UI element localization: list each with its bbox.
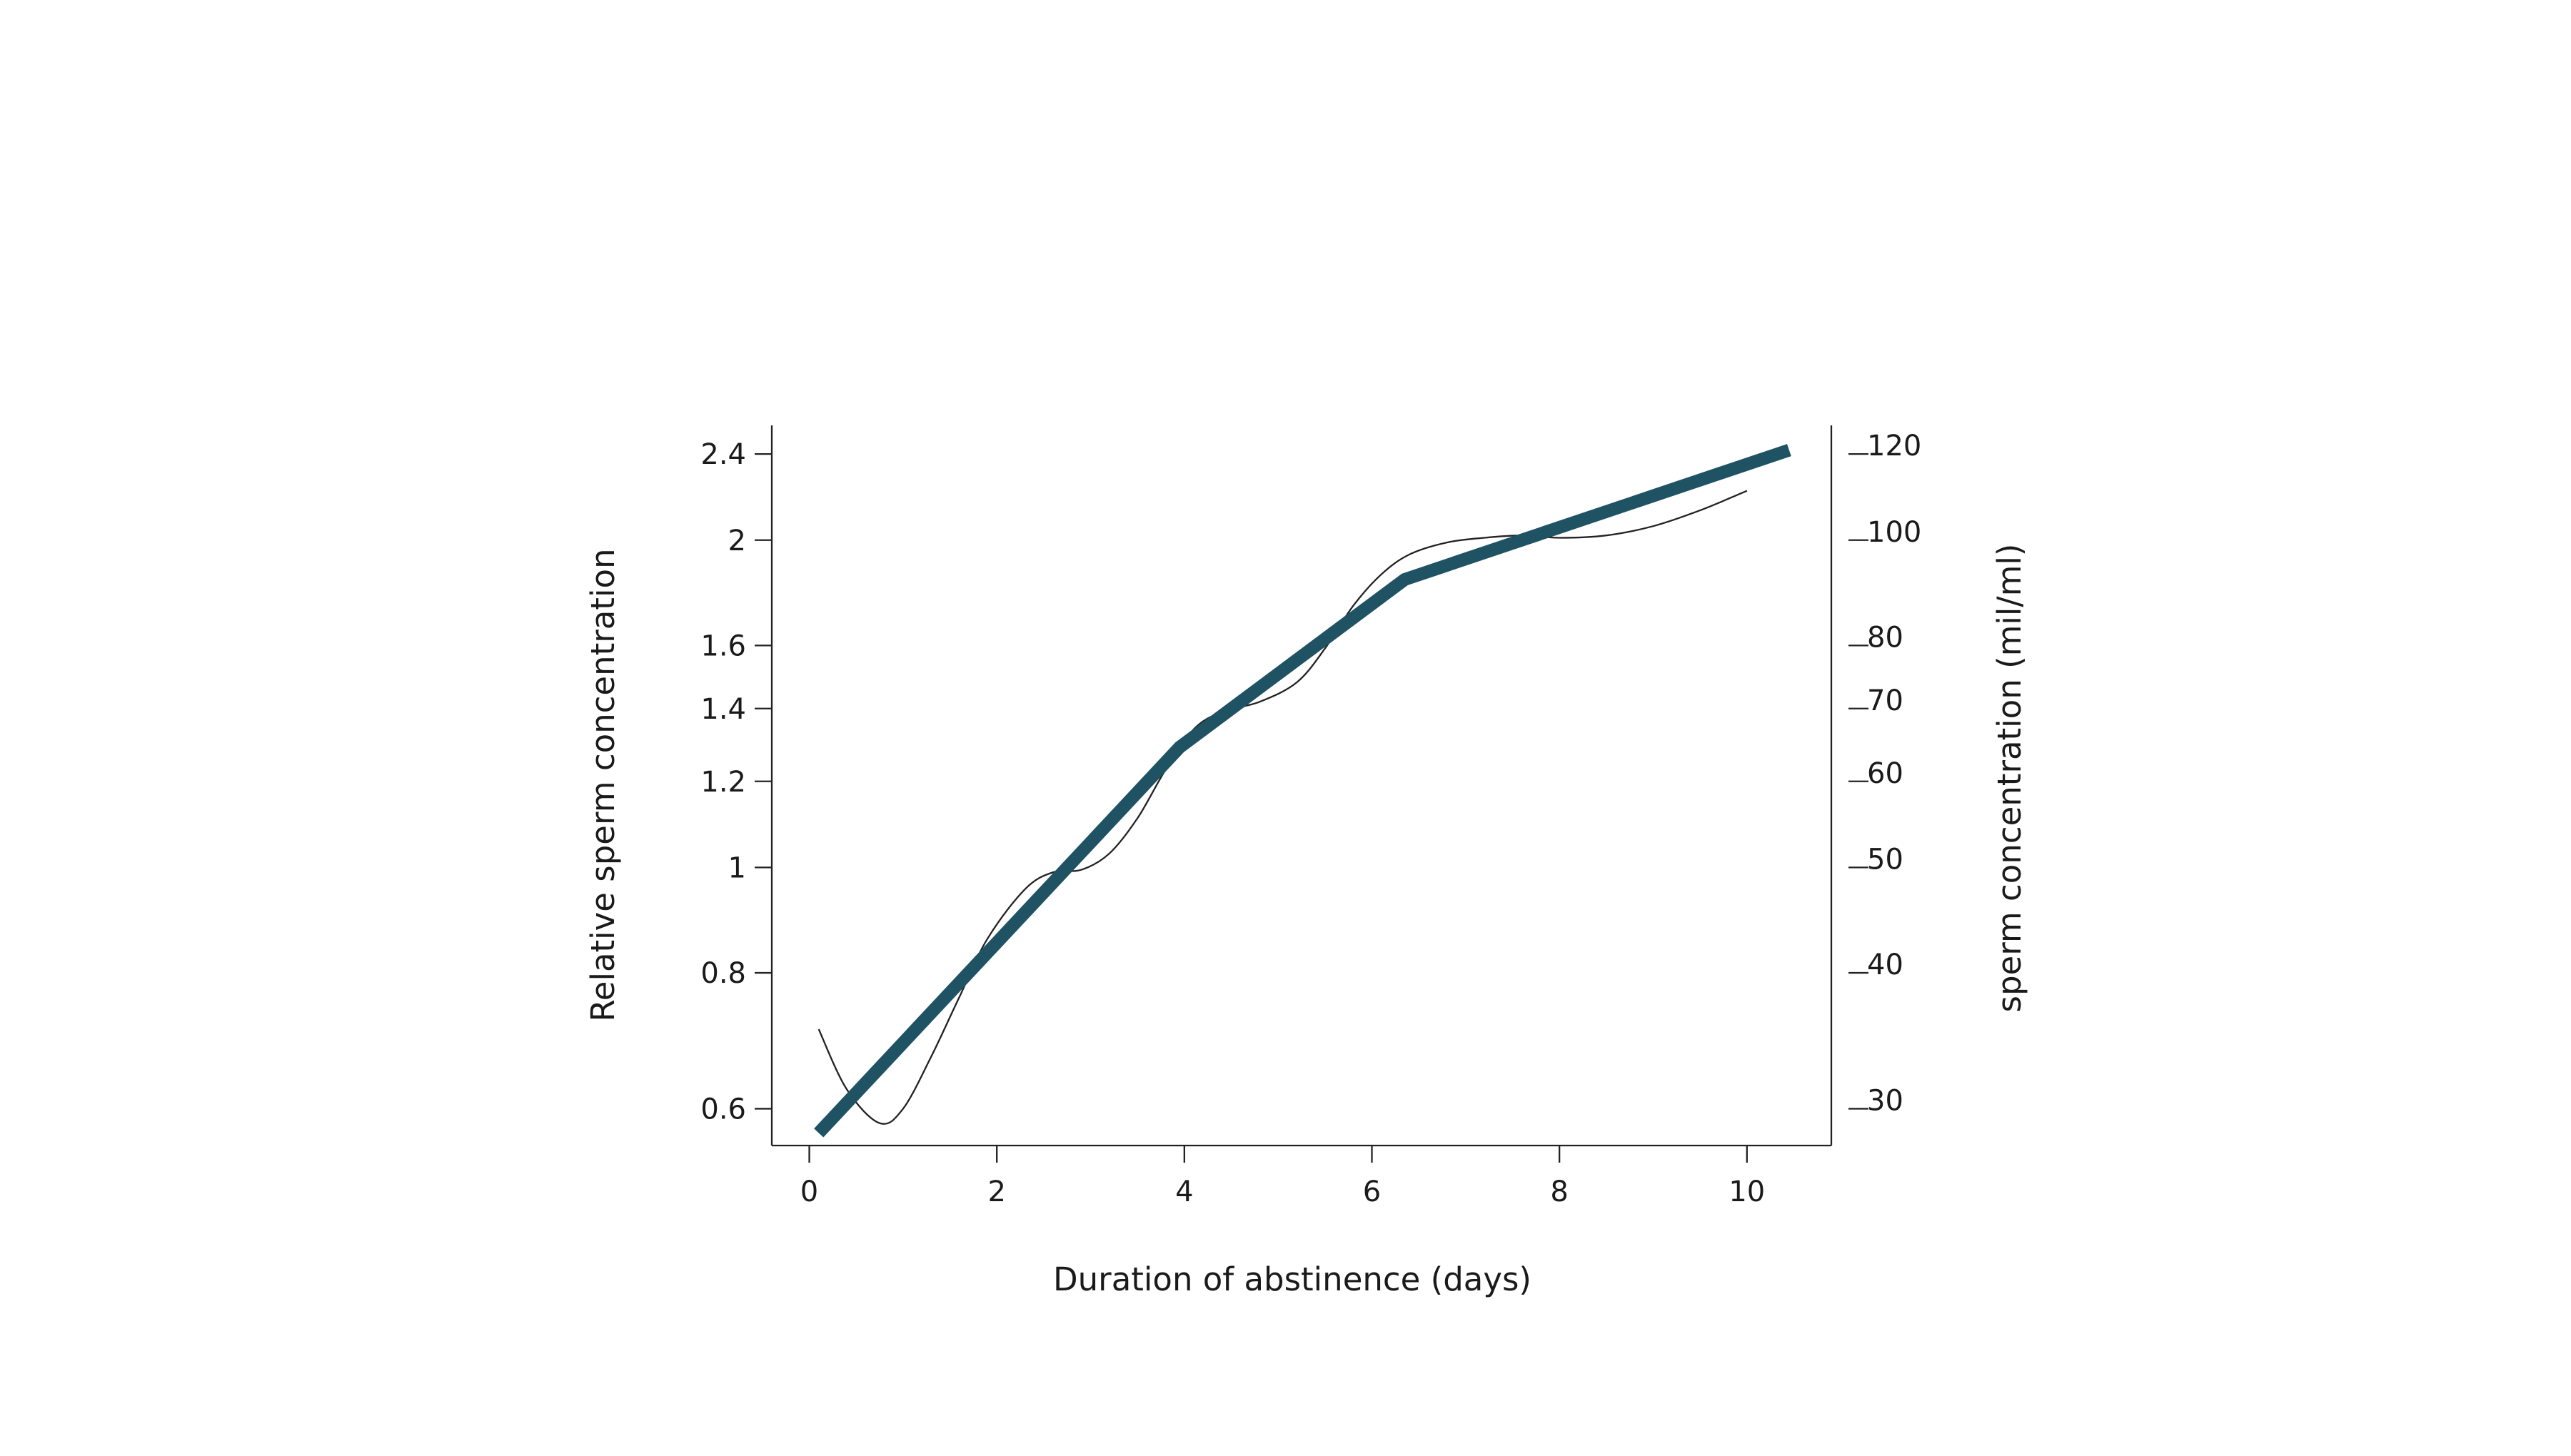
x-tick-label: 2 xyxy=(987,1176,1005,1208)
trend-line xyxy=(814,444,1791,1138)
y-tick-label: 2.4 xyxy=(700,438,746,471)
right-y-tick-label: 60 xyxy=(1867,757,1903,790)
right-y-tick-label: 40 xyxy=(1867,949,1903,981)
x-tick-label: 10 xyxy=(1729,1176,1765,1208)
x-axis-title: Duration of abstinence (days) xyxy=(1053,1260,1531,1298)
right-y-tick-label: 30 xyxy=(1867,1084,1903,1117)
y-tick-label: 2 xyxy=(728,525,746,557)
series xyxy=(814,444,1791,1138)
right-y-tick-label: 80 xyxy=(1867,621,1903,654)
right-y-axis-title: sperm concentration (mil/ml) xyxy=(1991,544,2028,1013)
axes xyxy=(770,425,1833,1147)
x-tick-label: 0 xyxy=(800,1176,818,1208)
x-tick-label: 4 xyxy=(1175,1176,1193,1208)
y-tick-label: 1 xyxy=(728,851,746,884)
y-axis-title: Relative sperm concentration xyxy=(584,549,622,1022)
y-tick-label: 0.8 xyxy=(700,957,746,990)
x-tick-label: 6 xyxy=(1363,1176,1381,1208)
x-tick-label: 8 xyxy=(1550,1176,1568,1208)
right-y-tick-label: 50 xyxy=(1867,843,1903,876)
y-tick-label: 1.6 xyxy=(700,630,746,662)
fitted-curve xyxy=(817,490,1748,1125)
y-tick-label: 1.4 xyxy=(700,693,746,726)
y-tick-label: 1.2 xyxy=(700,766,746,799)
right-y-tick-label: 70 xyxy=(1867,684,1903,717)
right-y-tick-label: 120 xyxy=(1867,430,1921,462)
ticks: 0 2 4 6 8 10 0.6 0.8 1 1.2 1.4 1.6 2 2.4 30 40 50 60 70 80 1… xyxy=(700,430,1921,1208)
y-tick-label: 0.6 xyxy=(700,1093,746,1126)
right-y-tick-label: 100 xyxy=(1867,516,1921,549)
